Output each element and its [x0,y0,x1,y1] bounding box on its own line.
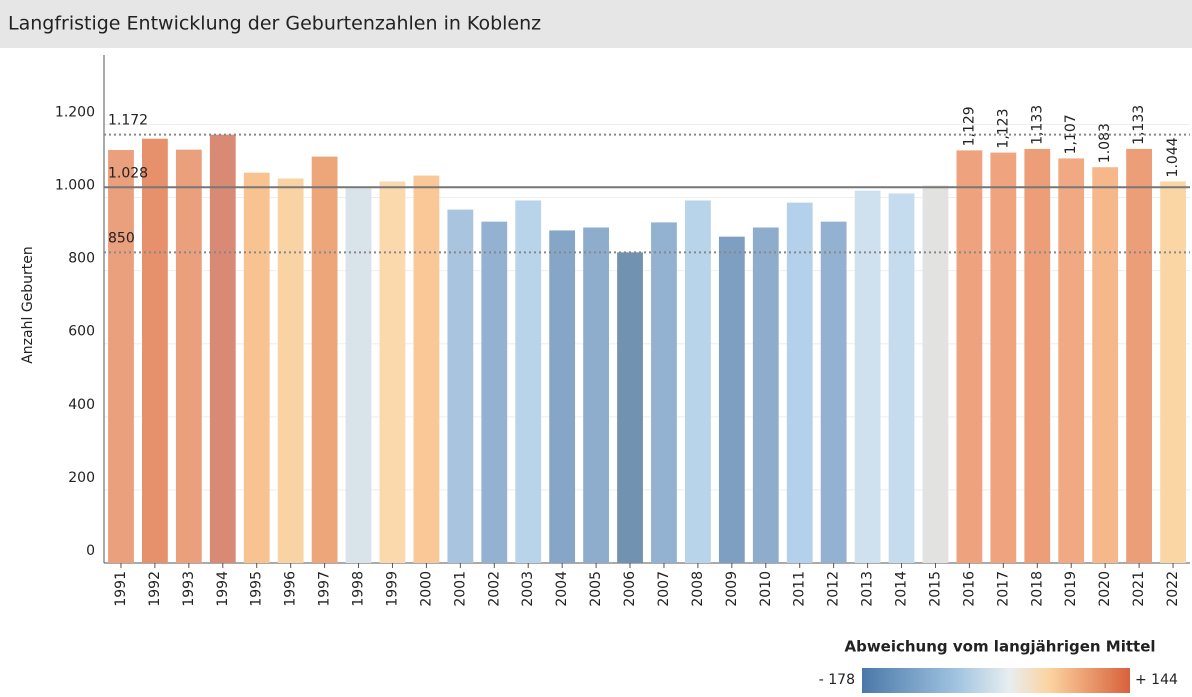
reference-label: 850 [108,230,135,246]
chart-title: Langfristige Entwicklung der Geburtenzah… [8,13,541,35]
x-tick-label: 2015 [927,571,943,607]
legend-max: + 144 [1135,672,1178,688]
bar [175,149,202,563]
bar [956,150,983,563]
x-tick-label: 1999 [384,571,400,607]
y-tick-label: 0 [86,543,95,559]
value-label: 1,129 [961,106,977,146]
x-tick-label: 2009 [724,571,740,607]
x-tick-label: 1995 [249,571,265,607]
value-label: 1,107 [1063,114,1079,154]
legend-title: Abweichung vom langjährigen Mittel [844,638,1155,656]
x-tick-label: 2017 [995,571,1011,607]
y-tick-label: 1.200 [55,104,95,120]
bar [277,178,304,563]
x-tick-label: 2022 [1165,571,1181,607]
x-tick-label: 1992 [147,571,163,607]
color-bar [862,668,1130,693]
x-tick-label: 2010 [758,571,774,607]
title-bar [0,0,1192,48]
bar [718,236,745,564]
bar [854,190,881,563]
bar [481,221,508,563]
bar [583,227,609,563]
x-tick-label: 2001 [452,571,468,607]
x-tick-label: 2021 [1131,571,1147,607]
bar [820,221,847,563]
x-tick-label: 1998 [351,571,367,607]
y-tick-label: 800 [68,251,95,267]
bar [243,172,270,563]
x-tick-label: 2011 [792,571,808,607]
x-tick-label: 2016 [961,571,977,607]
bar [549,230,576,564]
x-tick-label: 2019 [1063,571,1079,607]
x-tick-label: 2008 [690,571,706,607]
reference-label: 1.028 [108,165,148,181]
bar [922,185,949,564]
x-tick-label: 2014 [894,571,910,607]
x-tick-label: 2012 [826,571,842,607]
x-tick-label: 1996 [283,571,299,607]
legend-min: - 178 [819,672,855,688]
x-tick-label: 1991 [113,571,129,607]
bar [311,156,338,563]
value-label: 1,123 [995,108,1011,148]
bar [142,138,168,564]
x-tick-label: 1997 [317,571,333,607]
bar [888,193,915,563]
value-label: 1,133 [1029,105,1045,145]
y-tick-label: 400 [68,397,95,413]
x-tick-label: 1993 [181,571,197,607]
bar [379,181,406,564]
bar [786,202,813,563]
x-tick-label: 2005 [588,571,604,607]
bar [108,150,134,563]
y-tick-label: 200 [68,470,95,486]
x-tick-label: 2007 [656,571,672,607]
bar [990,152,1017,564]
bar [1058,158,1085,563]
bar [1126,148,1152,564]
y-axis-label: Anzahl Geburten [20,246,36,364]
bar [752,227,779,563]
bar [447,209,474,563]
x-tick-label: 2018 [1029,571,1045,607]
reference-label: 1.172 [108,113,148,129]
bar [651,222,677,564]
bar [209,134,236,563]
bar [345,188,372,563]
bar [617,252,643,563]
bar [685,200,711,563]
x-tick-label: 2000 [418,571,434,607]
bar [1160,181,1186,564]
y-tick-label: 1.000 [55,178,95,194]
bar [1024,148,1051,564]
bar [413,175,440,563]
bar [515,200,542,563]
x-tick-label: 2006 [622,571,638,607]
value-label: 1.083 [1097,123,1113,163]
value-label: 1.044 [1165,137,1181,177]
x-tick-label: 2020 [1097,571,1113,607]
x-tick-label: 2004 [554,571,570,607]
x-tick-label: 1994 [215,571,231,607]
x-tick-label: 2002 [486,571,502,607]
bar [1092,167,1119,564]
y-tick-label: 600 [68,324,95,340]
x-tick-label: 2013 [860,571,876,607]
value-label: 1,133 [1131,105,1147,145]
x-tick-label: 2003 [520,571,536,607]
